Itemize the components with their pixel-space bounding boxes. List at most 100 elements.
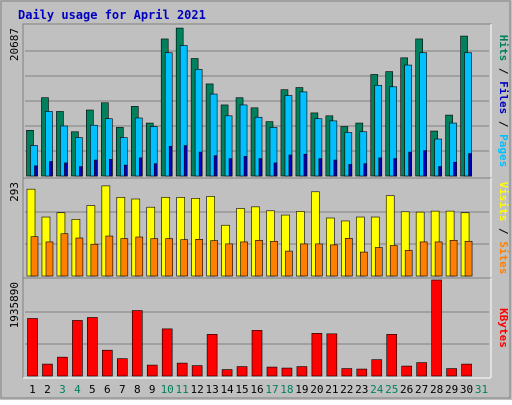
bar-kbytes <box>266 366 278 377</box>
bar-sites <box>374 247 383 277</box>
bar-files <box>134 117 143 177</box>
bar-sites <box>135 236 144 277</box>
bar-sites <box>90 243 99 277</box>
bar-kbytes <box>326 333 338 377</box>
day-label: 21 <box>325 383 338 396</box>
bar-kbytes <box>251 330 263 377</box>
bar-kbytes <box>236 366 248 377</box>
bar-pages <box>243 156 248 177</box>
bar-files <box>269 127 278 177</box>
bar-pages <box>168 145 173 177</box>
bar-kbytes <box>356 368 368 377</box>
day-axis-labels: 1 2 3 4 5 6 7 8 9 10 11 12 13 14 15 16 17 18 19 20 21 22 23 24 2… <box>29 383 488 396</box>
day-label: 3 <box>59 383 66 396</box>
bar-sites <box>300 243 308 277</box>
panel-visits-sites: 293 Visits / Sites <box>8 177 510 279</box>
bar-kbytes <box>27 318 38 377</box>
day-label: 31 <box>475 383 488 396</box>
day-label: 24 <box>370 383 384 396</box>
bar-kbytes <box>191 365 203 377</box>
bar-kbytes <box>446 368 457 377</box>
bar-pages <box>468 153 472 177</box>
bar-files <box>179 45 188 177</box>
bar-files <box>209 93 218 177</box>
bar-pages <box>348 164 353 177</box>
bar-files <box>239 104 248 177</box>
day-label: 4 <box>74 383 81 396</box>
bar-pages <box>228 158 233 177</box>
day-label: 11 <box>176 383 189 396</box>
day-label: 5 <box>89 383 96 396</box>
bar-kbytes <box>131 310 143 377</box>
day-label: 6 <box>104 383 111 396</box>
bar-pages <box>453 161 457 177</box>
bar-kbytes <box>176 362 188 377</box>
bar-sites <box>105 235 114 277</box>
bar-kbytes <box>311 333 323 377</box>
bar-sites <box>240 241 248 277</box>
bar-files <box>284 95 293 177</box>
bar-files <box>464 52 472 177</box>
bar-pages <box>94 159 98 177</box>
bar-pages <box>258 158 263 177</box>
panel-kbytes: 1935890 KBytes <box>8 277 510 379</box>
bar-sites <box>464 240 473 277</box>
legend-entry: Visits <box>497 182 510 222</box>
bar-pages <box>153 163 158 177</box>
day-label: 23 <box>355 383 368 396</box>
bar-files <box>314 118 323 177</box>
series-legend: KBytes <box>497 308 510 348</box>
day-label: 13 <box>205 383 218 396</box>
day-label: 19 <box>295 383 308 396</box>
bar-files <box>254 116 263 177</box>
legend-entry: KBytes <box>497 308 510 348</box>
bar-kbytes <box>401 365 412 377</box>
bar-kbytes <box>221 369 233 377</box>
day-label: 14 <box>220 383 234 396</box>
bar-kbytes <box>281 367 293 377</box>
bar-pages <box>138 157 143 177</box>
bar-files <box>75 137 83 177</box>
legend-entry: / <box>497 61 510 81</box>
bar-files <box>224 115 233 177</box>
bar-sites <box>165 238 174 277</box>
bar-kbytes <box>57 356 68 377</box>
day-label: 17 <box>265 383 278 396</box>
bar-files <box>404 64 412 177</box>
bar-files <box>90 124 98 177</box>
day-label: 30 <box>460 383 473 396</box>
bar-pages <box>303 153 308 177</box>
bar-kbytes <box>461 363 472 377</box>
bar-sites <box>45 241 54 277</box>
bar-sites <box>180 239 188 277</box>
chart-panels: 20687 Hits / Files / Pages 293 Visits / Sit… <box>8 23 510 379</box>
series-legend: Hits / Files / Pages <box>497 35 510 168</box>
bar-kbytes <box>102 349 113 377</box>
bar-sites <box>75 237 84 277</box>
chart-title: Daily usage for April 2021 <box>18 8 206 22</box>
day-label: 22 <box>340 383 353 396</box>
bar-sites <box>270 240 278 277</box>
bar-sites <box>195 239 203 277</box>
day-label: 26 <box>400 383 413 396</box>
bar-kbytes <box>117 358 128 377</box>
bar-pages <box>124 164 128 177</box>
y-max-label: 1935890 <box>8 282 21 328</box>
bar-kbytes <box>206 334 218 377</box>
day-label: 15 <box>235 383 248 396</box>
bar-files <box>344 132 353 177</box>
day-label: 29 <box>445 383 458 396</box>
bar-kbytes <box>341 368 353 377</box>
bar-files <box>329 120 338 177</box>
bar-kbytes <box>416 362 427 377</box>
bar-kbytes <box>87 317 98 377</box>
bar-files <box>149 126 158 177</box>
bar-files <box>30 145 38 177</box>
bar-pages <box>408 151 412 177</box>
day-label: 2 <box>44 383 51 396</box>
bar-kbytes <box>371 359 383 377</box>
bar-pages <box>318 158 323 177</box>
bar-files <box>449 122 457 177</box>
bar-pages <box>363 163 368 177</box>
